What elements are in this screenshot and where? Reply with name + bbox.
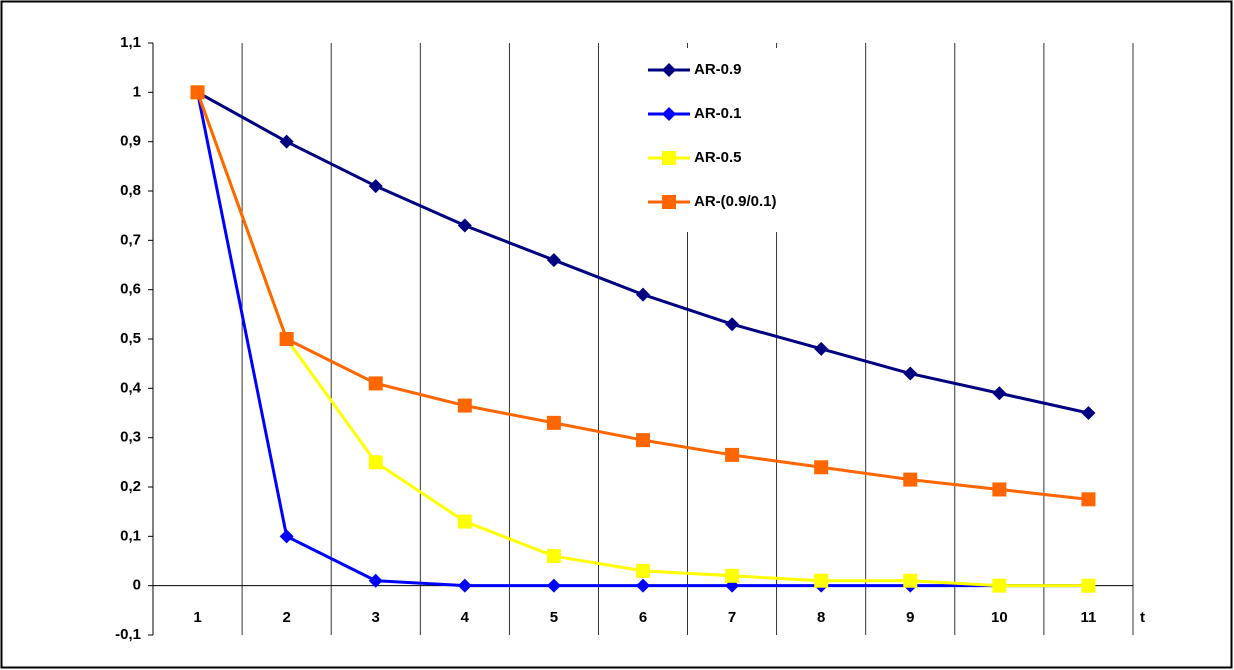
y-tick-label: 0,2: [120, 478, 141, 495]
x-tick-label: 7: [728, 609, 736, 626]
x-tick-label: 3: [372, 609, 380, 626]
data-point: [903, 472, 918, 487]
y-tick-label: 1: [133, 83, 141, 100]
y-tick-label: 1,1: [120, 34, 141, 51]
data-point: [279, 332, 294, 346]
data-point: [636, 287, 650, 302]
legend-label: AR-0.5: [694, 149, 742, 166]
data-point: [546, 549, 561, 564]
data-point: [546, 253, 561, 268]
y-tick-label: -0,1: [115, 626, 141, 643]
y-tick-label: 0: [133, 577, 141, 594]
data-point: [992, 482, 1007, 497]
y-tick-label: 0,3: [120, 429, 141, 446]
y-tick-label: 0,4: [120, 379, 142, 396]
data-point: [368, 455, 383, 470]
legend-marker: [662, 151, 676, 165]
data-point: [368, 179, 383, 194]
x-tick-label: 6: [639, 609, 647, 626]
legend-label: AR-0.9: [694, 61, 742, 78]
data-point: [1081, 578, 1096, 593]
data-point: [903, 573, 918, 588]
data-point: [636, 578, 650, 593]
data-point: [1081, 406, 1096, 420]
x-tick-label: 10: [991, 609, 1008, 626]
x-tick-label: 2: [282, 609, 290, 626]
data-point: [279, 529, 294, 544]
data-point: [636, 563, 650, 578]
y-tick-label: 0,1: [120, 527, 141, 544]
x-axis-label: t: [1140, 609, 1145, 626]
data-point: [725, 317, 740, 332]
legend-marker: [662, 107, 676, 121]
data-point: [1081, 492, 1096, 507]
data-point: [814, 573, 829, 588]
data-point: [368, 573, 383, 588]
legend-label: AR-0.1: [694, 105, 742, 122]
x-tick-label: 8: [817, 609, 825, 626]
data-point: [725, 568, 740, 583]
data-point: [814, 460, 829, 475]
data-point: [546, 415, 561, 430]
data-point: [814, 341, 829, 356]
legend-label: AR-(0.9/0.1): [694, 193, 777, 210]
data-point: [992, 578, 1007, 593]
legend-marker: [662, 63, 676, 77]
data-point: [368, 376, 383, 391]
legend-marker: [662, 195, 676, 209]
x-tick-label: 1: [193, 609, 201, 626]
data-point: [903, 366, 918, 381]
data-point: [457, 578, 472, 593]
data-point: [457, 514, 472, 529]
y-tick-label: 0,9: [120, 133, 141, 150]
y-tick-label: 0,6: [120, 281, 141, 298]
data-point: [457, 218, 472, 233]
x-tick-label: 5: [550, 609, 558, 626]
y-tick-label: 0,8: [120, 182, 141, 199]
data-point: [725, 447, 740, 462]
data-point: [546, 578, 561, 593]
x-tick-label: 11: [1081, 609, 1097, 626]
x-tick-label: 4: [461, 609, 470, 626]
data-point: [457, 398, 472, 413]
data-point: [190, 85, 205, 100]
data-point: [636, 433, 650, 448]
x-tick-label: 9: [906, 609, 914, 626]
y-tick-label: 0,5: [120, 330, 141, 347]
data-point: [992, 386, 1007, 401]
y-tick-label: 0,7: [120, 231, 141, 248]
data-point: [279, 134, 294, 149]
